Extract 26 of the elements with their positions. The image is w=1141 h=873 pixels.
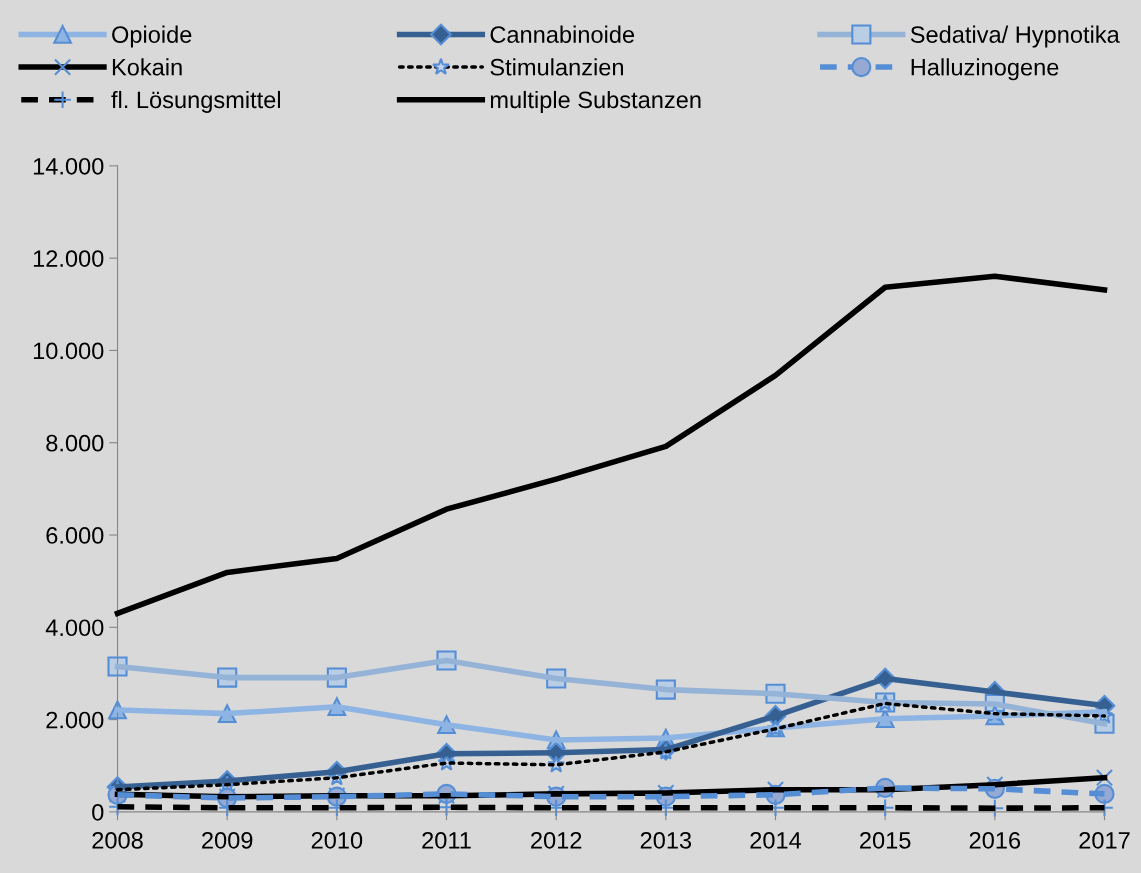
legend-label: Halluzinogene: [911, 58, 1059, 81]
x-tick-label: 2016: [969, 831, 1021, 849]
x-tick-label: 2011: [422, 831, 471, 849]
x-tick-label: 2013: [640, 831, 692, 849]
x-tick-label: 2009: [202, 831, 253, 849]
legend-label: multiple Substanzen: [490, 90, 701, 113]
legend-label: fl. Lösungsmittel: [111, 90, 281, 113]
y-tick-label: 2.000: [46, 711, 104, 729]
y-tick-label: 14.000: [33, 157, 104, 175]
legend-label: Sedativa/ Hypnotika: [910, 25, 1120, 48]
x-tick-label: 2014: [750, 831, 802, 849]
x-tick-label: 2008: [92, 831, 143, 849]
x-tick-label: 2010: [311, 831, 363, 849]
y-tick-label: 8.000: [46, 434, 104, 452]
legend-label: Opioide: [112, 25, 192, 48]
y-tick-label: 6.000: [46, 527, 104, 544]
y-tick-label: 10.000: [33, 342, 104, 360]
legend-label: Cannabinoide: [490, 25, 635, 43]
legend-label: Kokain: [112, 58, 182, 76]
x-tick-label: 2015: [860, 831, 911, 849]
x-tick-label: 2017: [1079, 831, 1130, 849]
y-tick-label: 12.000: [33, 250, 104, 267]
x-tick-label: 2012: [531, 831, 582, 849]
y-tick-label: 0: [92, 803, 104, 821]
legend-label: Stimulanzien: [490, 58, 623, 76]
y-tick-label: 4.000: [45, 619, 104, 637]
